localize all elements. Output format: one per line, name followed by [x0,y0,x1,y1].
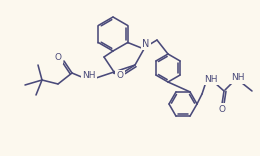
Text: NH: NH [82,71,96,80]
Text: NH: NH [231,73,245,83]
Text: O: O [218,105,225,114]
Text: O: O [55,54,62,63]
Text: N: N [142,39,150,49]
Text: NH: NH [204,75,218,83]
Text: O: O [116,71,124,80]
